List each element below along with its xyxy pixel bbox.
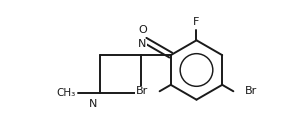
Text: Br: Br bbox=[245, 86, 258, 96]
Text: N: N bbox=[138, 39, 146, 49]
Text: N: N bbox=[89, 99, 98, 109]
Text: O: O bbox=[139, 25, 147, 35]
Text: CH₃: CH₃ bbox=[57, 88, 76, 98]
Text: F: F bbox=[193, 18, 200, 28]
Text: Br: Br bbox=[135, 86, 148, 96]
